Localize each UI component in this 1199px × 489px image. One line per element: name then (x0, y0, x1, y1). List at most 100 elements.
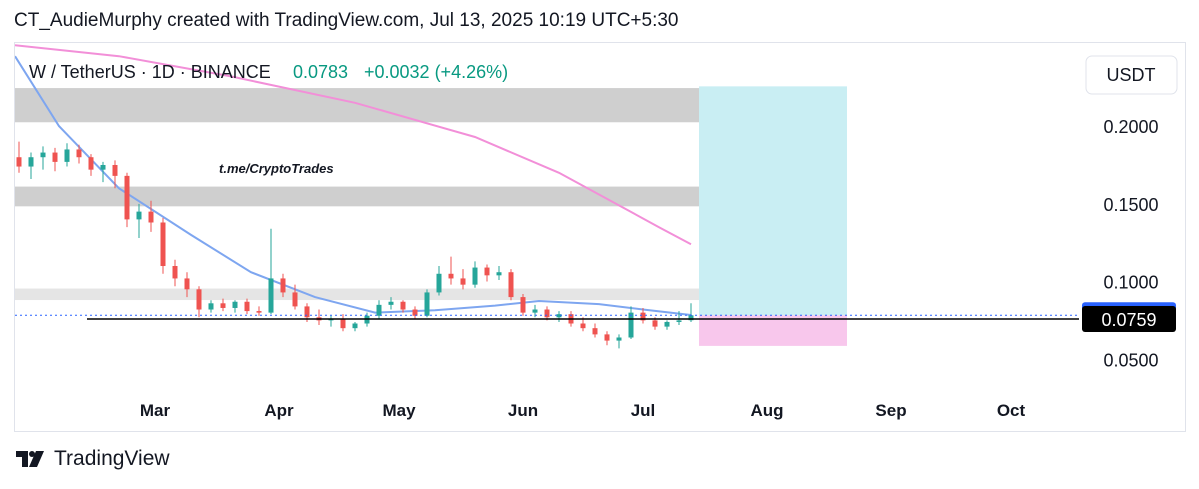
candle-body (664, 321, 670, 327)
candle-body (640, 312, 646, 321)
candle (88, 154, 94, 176)
time-tick-label: Jul (631, 401, 656, 420)
time-tick-label: Apr (264, 401, 294, 420)
candle (520, 293, 526, 316)
candle-body (652, 320, 658, 327)
candle (256, 306, 262, 316)
candle-body (580, 323, 586, 329)
candle-body (592, 328, 598, 335)
candle-body (268, 278, 274, 313)
candle-body (208, 303, 214, 310)
candle (16, 141, 22, 173)
candle-body (184, 278, 190, 290)
candle (268, 228, 274, 315)
price-chart[interactable]: t.me/CryptoTrades W / TetherUS · 1D · BI… (15, 43, 1187, 433)
candle (244, 298, 250, 315)
candle (424, 289, 430, 318)
time-axis[interactable]: Mar Apr May Jun Jul Aug Sep Oct (140, 401, 1026, 420)
candle-body (40, 152, 46, 158)
candle-body (688, 315, 694, 321)
candle-body (88, 157, 94, 170)
tradingview-logo[interactable]: TradingView (16, 447, 170, 471)
candle-body (388, 301, 394, 305)
time-tick-label: Jun (508, 401, 538, 420)
last-price-label: 0.0783 (293, 62, 348, 82)
candles (16, 141, 694, 349)
candle-body (556, 314, 562, 318)
chart-credit: CT_AudieMurphy created with TradingView.… (14, 10, 679, 31)
currency-label: USDT (1107, 65, 1156, 85)
candle-body (628, 312, 634, 338)
candle (604, 331, 610, 346)
candle-body (148, 211, 154, 223)
candle-body (532, 309, 538, 313)
candle-body (676, 320, 682, 322)
candle (136, 203, 142, 239)
target-zone (699, 86, 847, 316)
candle-body (16, 157, 22, 167)
chart-legend: W / TetherUS · 1D · BINANCE 0.0783 +0.00… (29, 62, 508, 82)
time-tick-label: Sep (875, 401, 906, 420)
candle-body (520, 297, 526, 313)
chart-frame[interactable]: t.me/CryptoTrades W / TetherUS · 1D · BI… (14, 42, 1186, 432)
candle-body (376, 304, 382, 316)
candle-body (412, 309, 418, 316)
candle-body (160, 222, 166, 267)
candle (400, 300, 406, 313)
tradingview-wordmark: TradingView (54, 447, 170, 470)
candle-body (28, 157, 34, 167)
symbol-label: W / TetherUS · 1D · BINANCE (29, 62, 271, 82)
candle (376, 300, 382, 319)
moving-average-short (15, 55, 692, 316)
price-lines (15, 314, 1079, 320)
candle (112, 160, 118, 189)
candle-body (196, 289, 202, 310)
candle-body (424, 292, 430, 316)
candle-body (64, 149, 70, 162)
candle-body (544, 309, 550, 318)
time-tick-label: Oct (997, 401, 1026, 420)
currency-button (1085, 55, 1178, 95)
candle-body (124, 175, 130, 220)
candle (448, 256, 454, 285)
candle-body (172, 266, 178, 279)
candle-body (508, 272, 514, 298)
candle-body (256, 311, 262, 313)
candle-body (340, 318, 346, 329)
candle (556, 311, 562, 322)
candle (676, 311, 682, 326)
candle-body (616, 337, 622, 341)
candle-body (280, 278, 286, 293)
candle (232, 300, 238, 313)
candle-body (76, 149, 82, 158)
candle (388, 297, 394, 310)
watermark-text: t.me/CryptoTrades (219, 161, 334, 176)
candle (460, 269, 466, 290)
candle-body (352, 323, 358, 329)
price-axis[interactable]: USDT 0.20000.15000.10000.05000.07830.075… (1082, 55, 1178, 370)
candle (496, 266, 502, 280)
price-tick-label: 0.1500 (1103, 195, 1158, 215)
candle (208, 300, 214, 313)
candle-body (496, 272, 502, 276)
candle (328, 315, 334, 327)
price-tick-label: 0.2000 (1103, 117, 1158, 137)
time-tick-label: Aug (750, 401, 783, 420)
candle (52, 147, 58, 172)
resistance-zone (15, 88, 699, 123)
candle (340, 314, 346, 332)
candle (76, 144, 82, 164)
tradingview-logo-icon (16, 451, 44, 467)
candle (292, 284, 298, 310)
candle-body (304, 306, 310, 318)
candle (184, 272, 190, 298)
candle (484, 264, 490, 282)
candle (412, 306, 418, 319)
moving-averages (15, 44, 692, 316)
candle (220, 298, 226, 312)
time-tick-label: Mar (140, 401, 171, 420)
candle-body (112, 164, 118, 176)
candle (664, 320, 670, 330)
moving-average-long (15, 44, 692, 246)
support-price-tag-text: 0.0759 (1101, 310, 1156, 330)
